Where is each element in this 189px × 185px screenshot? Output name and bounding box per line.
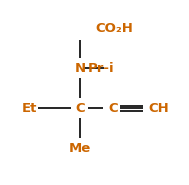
Text: Pr-i: Pr-i [88, 61, 115, 75]
Text: N: N [74, 61, 86, 75]
Text: CH: CH [148, 102, 169, 115]
Text: C: C [108, 102, 118, 115]
Text: CO₂H: CO₂H [95, 21, 133, 34]
Text: C: C [75, 102, 85, 115]
Text: Et: Et [22, 102, 37, 115]
Text: Me: Me [69, 142, 91, 154]
